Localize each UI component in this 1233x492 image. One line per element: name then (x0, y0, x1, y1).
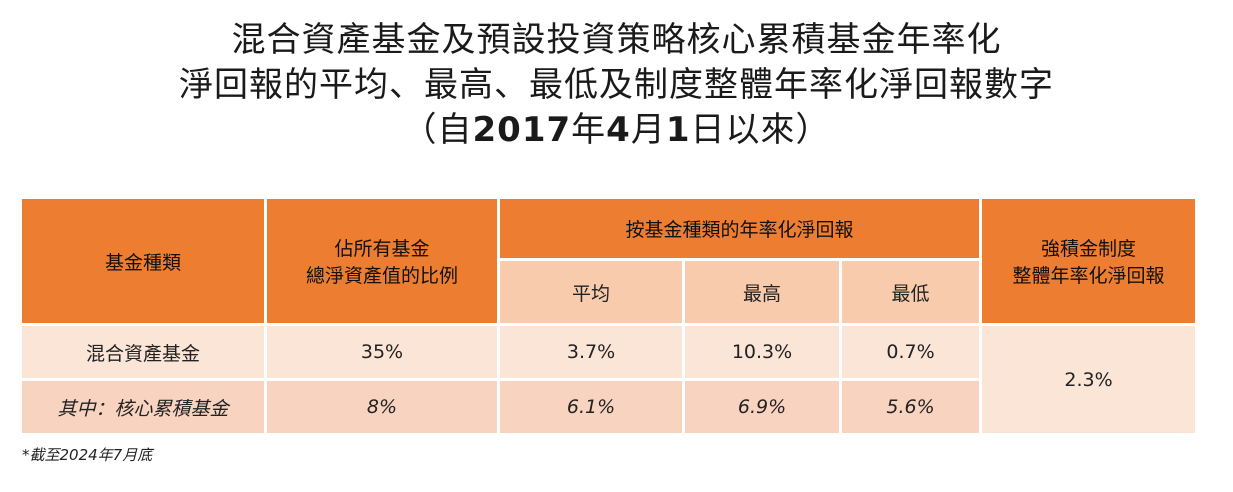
title-line-3-suffix: 日以來） (690, 110, 831, 150)
cell-fund-type: 混合資產基金 (19, 323, 267, 381)
header-lowest: 最低 (838, 258, 983, 326)
header-mpf-line-1: 強積金制度 (1041, 238, 1137, 260)
page-title: 混合資產基金及預設投資策略核心累積基金年率化 淨回報的平均、最高、最低及制度整體… (0, 18, 1233, 153)
cell-mpf-return: 2.3% (979, 323, 1199, 436)
cell-average: 6.1% (497, 378, 685, 436)
header-share-line-1: 佔所有基金 (334, 238, 430, 260)
cell-lowest: 0.7% (838, 323, 983, 381)
cell-average: 3.7% (497, 323, 685, 381)
cell-fund-type: 其中：核心累積基金 (19, 378, 267, 436)
cell-share: 8% (264, 378, 500, 436)
footnote: *截至2024年7月底 (22, 446, 153, 464)
header-mpf-return: 強積金制度 整體年率化淨回報 (979, 196, 1199, 326)
header-return-group: 按基金種類的年率化淨回報 (496, 196, 983, 261)
header-share-line-2: 總淨資產值的比例 (305, 265, 458, 287)
cell-lowest: 5.6% (838, 378, 983, 436)
cell-highest: 6.9% (682, 378, 842, 436)
title-year: 2017 (472, 110, 572, 150)
header-fund-type: 基金種類 (19, 196, 267, 326)
cell-highest: 10.3% (682, 323, 842, 381)
header-highest: 最高 (682, 258, 842, 326)
fund-returns-table: 基金種類 佔所有基金 總淨資產值的比例 按基金種類的年率化淨回報 強積金制度 整… (19, 196, 1199, 436)
title-day: 1 (665, 110, 691, 150)
title-line-3-prefix: （自 (402, 110, 473, 150)
header-share: 佔所有基金 總淨資產值的比例 (264, 196, 500, 326)
title-year-suffix: 年 (571, 110, 607, 150)
title-line-1: 混合資產基金及預設投資策略核心累積基金年率化 (231, 20, 1002, 60)
header-mpf-line-2: 整體年率化淨回報 (1012, 265, 1165, 287)
table-row: 混合資產基金 35% 3.7% 10.3% 0.7% 2.3% (19, 323, 1199, 436)
title-month: 4 (606, 110, 631, 150)
title-line-2: 淨回報的平均、最高、最低及制度整體年率化淨回報數字 (179, 65, 1054, 105)
header-average: 平均 (497, 258, 685, 326)
cell-share: 35% (264, 323, 500, 381)
title-month-suffix: 月 (630, 110, 666, 150)
title-line-3: （自2017年4月1日以來） (0, 108, 1233, 153)
